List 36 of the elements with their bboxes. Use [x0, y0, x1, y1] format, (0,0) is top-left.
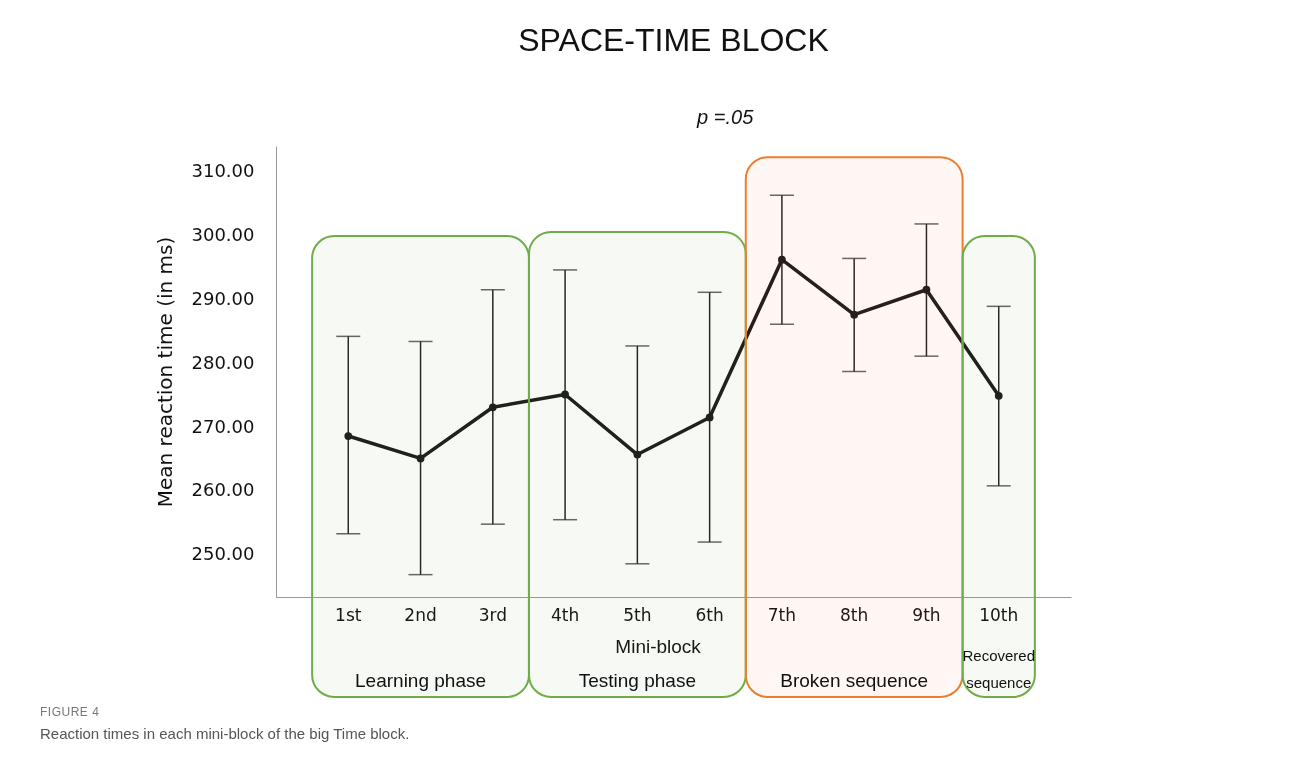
y-tick-label: 250.00 [191, 543, 255, 565]
point [705, 413, 714, 422]
x-tick-label: 3rd [478, 604, 507, 625]
x-axis-title: Mini-block [615, 635, 702, 657]
y-tick-label: 300.00 [191, 223, 255, 245]
point [561, 390, 569, 399]
band-label: Testing phase [578, 670, 696, 691]
y-tick-label: 290.00 [191, 287, 255, 309]
x-tick-label: 1st [335, 604, 362, 625]
chart-title: SPACE-TIME BLOCK [518, 22, 829, 58]
y-tick-label: 260.00 [191, 479, 255, 501]
y-tick-label: 310.00 [191, 160, 255, 182]
point [850, 310, 859, 319]
y-tick-label: 270.00 [191, 415, 255, 437]
caption: FIGURE 4 [40, 705, 101, 719]
point [778, 255, 786, 264]
point [344, 432, 353, 440]
point [922, 285, 931, 294]
y-axis-title: Mean reaction time (in ms) [152, 236, 177, 508]
text: Reaction times in each mini-block of the big Time block. [40, 725, 410, 742]
point [994, 391, 1003, 400]
x-tick-label: 4th [550, 604, 580, 625]
x-tick-label: 7th [767, 604, 797, 625]
x-tick-label: 2nd [404, 604, 437, 625]
band-label: Learning phase [355, 670, 487, 691]
x-tick-label: 10th [979, 604, 1019, 625]
point [633, 450, 642, 459]
x-tick-label: 8th [840, 604, 869, 625]
x-tick-label: 6th [695, 604, 724, 625]
point [416, 454, 425, 463]
y-tick-label: 280.00 [191, 351, 255, 373]
x-tick-label: 5th [623, 604, 652, 625]
point [488, 403, 497, 412]
x-tick-label: 9th [912, 604, 941, 625]
text: p =.05 [696, 106, 755, 128]
band-label: Broken sequence [780, 670, 929, 691]
